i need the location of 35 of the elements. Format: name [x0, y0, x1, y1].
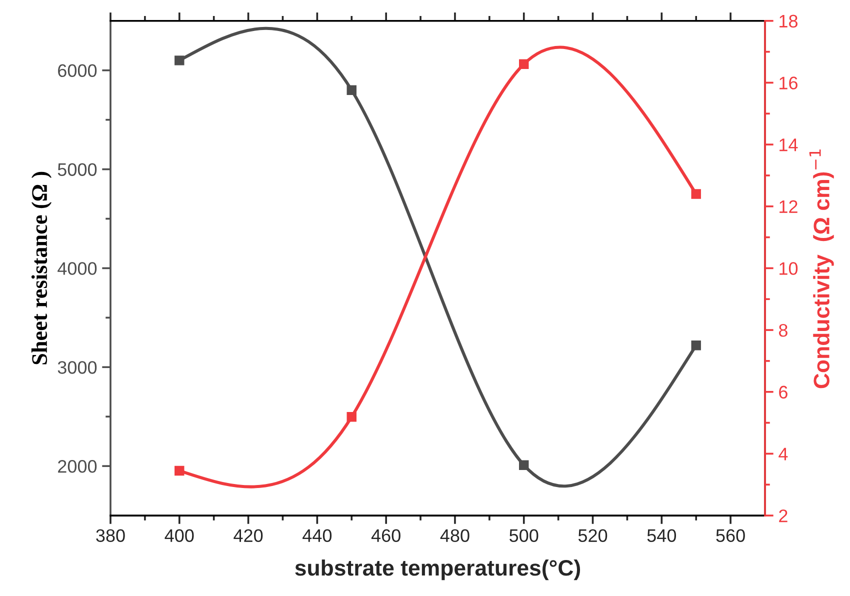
- x-tick-label: 420: [234, 529, 263, 542]
- point: [519, 59, 529, 70]
- point: [519, 460, 529, 470]
- x-tick-label: 480: [440, 529, 470, 542]
- point: [691, 189, 701, 199]
- y2-tick-label: 10: [780, 262, 798, 275]
- x-tick-label: 520: [578, 529, 608, 542]
- y2-tick-label: 16: [780, 76, 798, 90]
- y-tick-label: 3000: [58, 361, 97, 374]
- y2-tick-label: 2: [779, 509, 788, 522]
- x-axis-title: substrate temperatures(°C): [295, 559, 580, 580]
- y-tick-label: 4000: [58, 262, 97, 275]
- x-tick-label: 460: [371, 529, 400, 542]
- x-tick-label: 560: [716, 529, 745, 542]
- x-tick-label: 540: [647, 529, 676, 542]
- point: [346, 85, 356, 95]
- point: [691, 340, 701, 350]
- y-axis-title: Sheet resistance (Ω ): [31, 172, 52, 364]
- y2-tick-label: 14: [780, 138, 798, 152]
- y-tick-label: 5000: [58, 163, 97, 176]
- y2-axis-title: Conductivity (Ω cm)$^{−1}$: [809, 150, 834, 388]
- y2-tick-label: 12: [780, 200, 798, 213]
- x-tick-label: 440: [302, 529, 332, 542]
- point: [346, 412, 356, 422]
- y2-tick-label: 4: [778, 448, 788, 460]
- x-tick-label: 500: [510, 529, 538, 542]
- x-tick-label: 380: [96, 529, 125, 542]
- y-tick-label: 6000: [58, 64, 97, 78]
- point: [174, 56, 184, 66]
- y2-tick-label: 8: [778, 324, 788, 337]
- y-tick-label: 2000: [58, 460, 97, 473]
- y2-tick-label: 18: [780, 14, 798, 28]
- point: [174, 466, 184, 476]
- y2-tick-label: 6: [779, 386, 788, 399]
- x-tick-label: 400: [164, 529, 194, 542]
